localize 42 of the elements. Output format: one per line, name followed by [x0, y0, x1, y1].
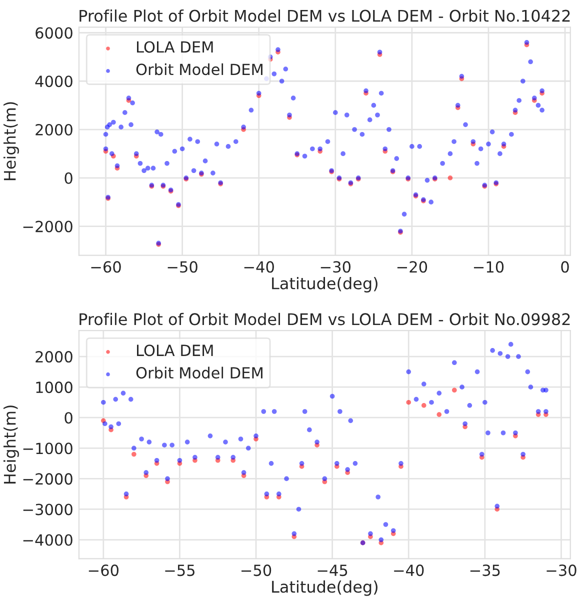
legend-label: LOLA DEM: [137, 41, 213, 53]
y-tick-label: 1000: [36, 382, 72, 394]
y-tick-label: 0: [64, 412, 72, 424]
chart-title: Profile Plot of Orbit Model DEM vs LOLA DEM - Orbit No.09982: [80, 312, 570, 326]
x-tick-label: −40: [244, 261, 274, 273]
point: [452, 388, 457, 393]
x-tick-label: −50: [168, 261, 198, 273]
point: [448, 175, 453, 180]
legend-label: Orbit Model DEM: [136, 366, 262, 379]
y-tick-label: −3000: [23, 504, 72, 516]
y-axis-title: Height(m): [4, 406, 19, 484]
x-tick-label: −20: [397, 261, 428, 273]
x-tick-label: −55: [165, 564, 194, 576]
point: [436, 412, 442, 417]
x-tick-label: −40: [394, 564, 424, 576]
y-tick-label: 4000: [35, 76, 72, 88]
x-axis-title: Latitude(deg): [272, 277, 378, 292]
x-tick-label: −30: [320, 261, 350, 273]
x-tick-label: −35: [470, 564, 500, 576]
x-tick-label: 0: [561, 261, 569, 273]
x-axis-title: Latitude(deg): [272, 580, 378, 596]
x-tick-label: −60: [91, 261, 121, 273]
x-tick-label: −60: [88, 564, 118, 576]
x-tick-label: −10: [474, 261, 504, 273]
point: [406, 400, 412, 405]
legend-label: LOLA DEM: [137, 344, 213, 356]
y-tick-label: −2000: [23, 473, 72, 485]
y-tick-label: 0: [64, 172, 72, 184]
y-tick-label: −4000: [23, 534, 72, 546]
y-tick-label: 6000: [36, 27, 72, 39]
x-tick-label: −45: [318, 564, 348, 576]
y-tick-label: −2000: [23, 220, 72, 232]
chart-title: Profile Plot of Orbit Model DEM vs LOLA DEM - Orbit No.10422: [80, 9, 570, 22]
point: [421, 402, 426, 408]
y-tick-label: 2000: [36, 351, 72, 363]
y-tick-label: 2000: [36, 124, 72, 136]
x-tick-label: −30: [546, 564, 576, 576]
legend-label: Orbit Model DEM: [136, 63, 262, 76]
y-tick-label: −1000: [23, 442, 72, 454]
point: [132, 452, 136, 457]
x-tick-label: −50: [242, 564, 272, 576]
y-axis-title: Height(m): [4, 102, 19, 180]
